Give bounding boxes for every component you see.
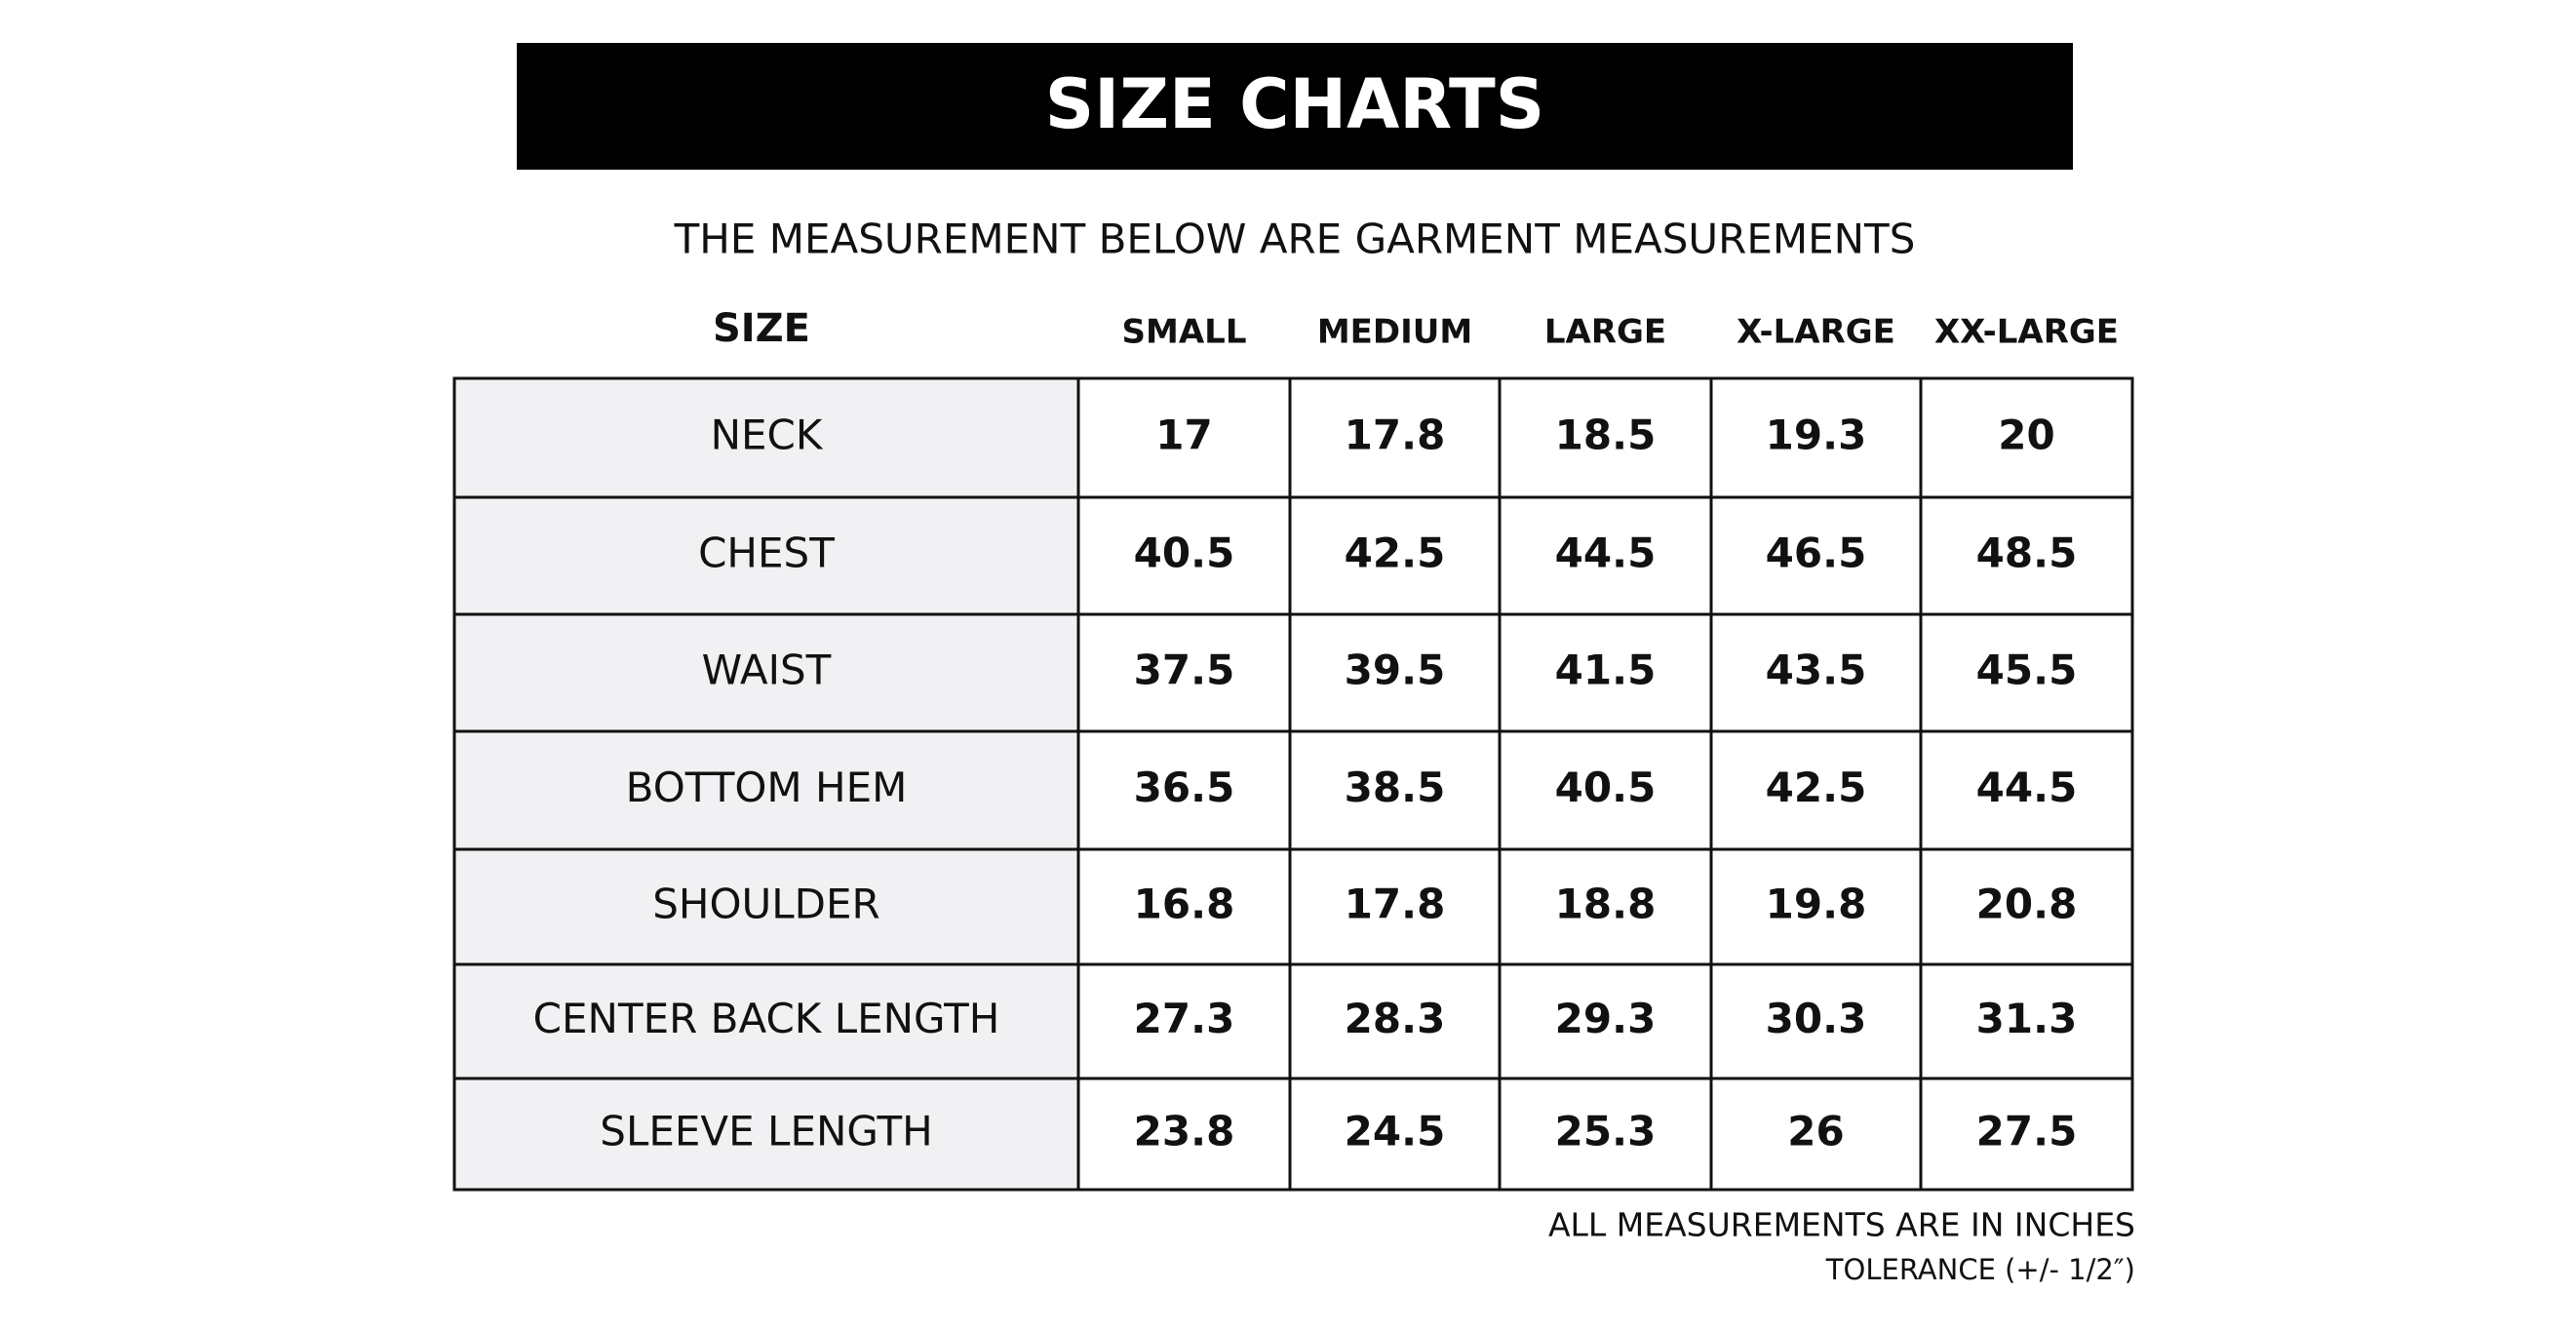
footer-note: ALL MEASUREMENTS ARE IN INCHES [1548, 1206, 2135, 1244]
row-label: CHEST [698, 529, 835, 577]
row-label: NECK [711, 411, 824, 459]
row-label: WAIST [702, 646, 832, 694]
value-cell [1076, 847, 1292, 966]
row-label: CENTER BACK LENGTH [533, 995, 1000, 1042]
cell-value: 20 [1998, 411, 2054, 459]
cell-value: 42.5 [1766, 764, 1867, 811]
cell-value: 17 [1155, 411, 1212, 459]
value-cell [1076, 1077, 1292, 1192]
value-cell [1919, 729, 2134, 851]
cell-value: 16.8 [1134, 881, 1235, 928]
value-cell [1498, 729, 1713, 851]
cell-value: 38.5 [1345, 764, 1446, 811]
cell-value: 28.3 [1345, 995, 1446, 1042]
value-cell [1709, 1077, 1923, 1192]
value-cell [1076, 495, 1292, 616]
value-cell [1709, 612, 1923, 733]
cell-value: 18.8 [1555, 881, 1657, 928]
cell-value: 37.5 [1134, 646, 1235, 694]
cell-value: 42.5 [1345, 529, 1446, 577]
cell-value: 23.8 [1134, 1108, 1235, 1156]
value-cell [1919, 612, 2134, 733]
value-cell [1709, 962, 1923, 1080]
column-header: XX-LARGE [1934, 313, 2119, 352]
title-banner [517, 43, 2073, 170]
cell-value: 27.3 [1134, 995, 1235, 1042]
value-cell [1498, 612, 1713, 733]
cell-value: 45.5 [1976, 646, 2078, 694]
row-label: SLEEVE LENGTH [600, 1108, 932, 1156]
value-cell [1288, 612, 1502, 733]
value-cell [1288, 376, 1502, 499]
cell-value: 43.5 [1766, 646, 1867, 694]
value-cell [1288, 1077, 1502, 1192]
corner-header: SIZE [713, 306, 810, 351]
value-cell [1919, 1077, 2134, 1192]
column-header: MEDIUM [1317, 313, 1472, 352]
label-cell [452, 729, 1080, 851]
cell-value: 29.3 [1555, 995, 1657, 1042]
cell-value: 19.3 [1766, 411, 1867, 459]
label-cell [452, 847, 1080, 966]
label-cell [452, 612, 1080, 733]
cell-value: 39.5 [1345, 646, 1446, 694]
value-cell [1288, 729, 1502, 851]
tolerance-note: TOLERANCE (+/- 1/2″) [1825, 1253, 2135, 1286]
value-cell [1076, 612, 1292, 733]
cell-value: 17.8 [1345, 411, 1446, 459]
column-header: LARGE [1544, 313, 1666, 352]
cell-value: 36.5 [1134, 764, 1235, 811]
row-label: BOTTOM HEM [626, 764, 908, 811]
value-cell [1076, 376, 1292, 499]
value-cell [1919, 847, 2134, 966]
column-header: SMALL [1122, 313, 1247, 352]
cell-value: 17.8 [1345, 881, 1446, 928]
value-cell [1709, 847, 1923, 966]
cell-value: 44.5 [1976, 764, 2078, 811]
value-cell [1498, 495, 1713, 616]
title: SIZE CHARTS [1045, 64, 1544, 144]
cell-value: 48.5 [1976, 529, 2078, 577]
label-cell [452, 376, 1080, 499]
cell-value: 27.5 [1976, 1108, 2078, 1156]
cell-value: 46.5 [1766, 529, 1867, 577]
value-cell [1709, 729, 1923, 851]
cell-value: 25.3 [1555, 1108, 1657, 1156]
cell-value: 41.5 [1555, 646, 1657, 694]
cell-value: 19.8 [1766, 881, 1867, 928]
value-cell [1919, 495, 2134, 616]
cell-value: 24.5 [1345, 1108, 1446, 1156]
cell-value: 18.5 [1555, 411, 1657, 459]
cell-value: 40.5 [1134, 529, 1235, 577]
label-cell [452, 962, 1080, 1080]
cell-value: 26 [1787, 1108, 1844, 1156]
cell-value: 31.3 [1976, 995, 2078, 1042]
cell-value: 40.5 [1555, 764, 1657, 811]
subtitle: THE MEASUREMENT BELOW ARE GARMENT MEASUR… [674, 215, 1916, 263]
cell-value: 30.3 [1766, 995, 1867, 1042]
value-cell [1288, 495, 1502, 616]
column-header: X-LARGE [1737, 313, 1895, 352]
row-label: SHOULDER [652, 881, 880, 928]
label-cell [452, 495, 1080, 616]
value-cell [1919, 962, 2134, 1080]
label-cell [452, 1077, 1080, 1192]
cell-value: 20.8 [1976, 881, 2078, 928]
cell-value: 44.5 [1555, 529, 1657, 577]
